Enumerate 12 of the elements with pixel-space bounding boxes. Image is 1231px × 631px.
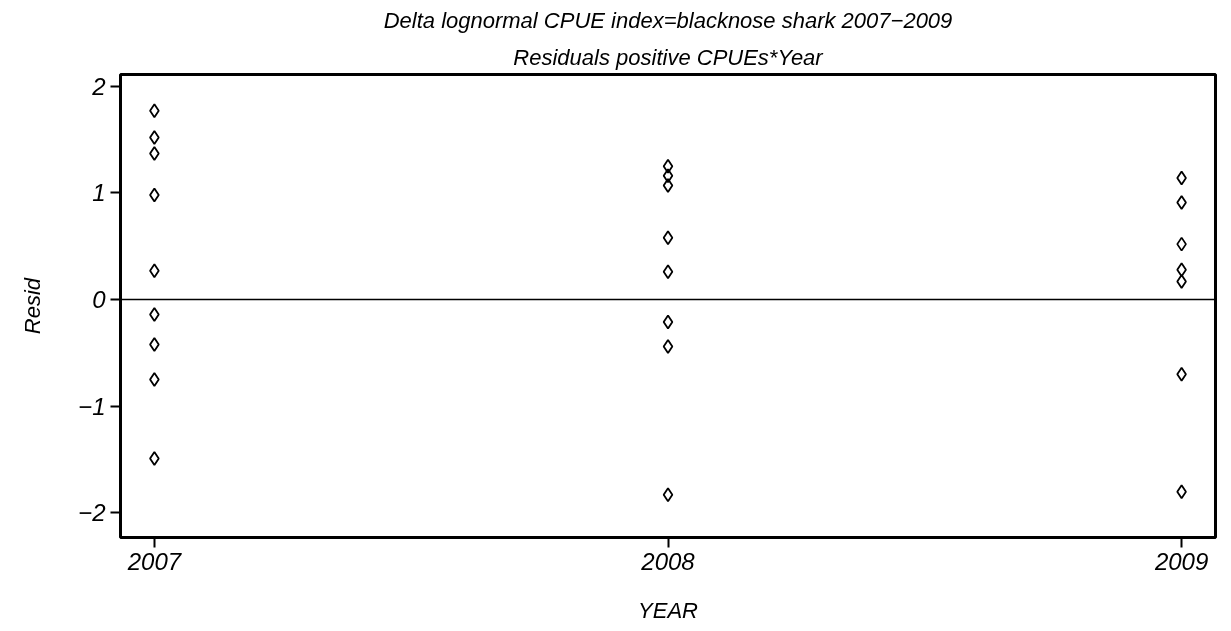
y-tick-label: −2 [78, 499, 106, 527]
y-tick-label: 2 [91, 72, 106, 100]
x-tick-label: 2009 [1153, 547, 1209, 575]
y-axis-title: Resid [20, 277, 46, 335]
x-tick-label: 2008 [640, 547, 696, 575]
y-tick-label: −1 [78, 392, 106, 420]
chart-subtitle: Residuals positive CPUEs*Year [513, 44, 825, 70]
x-tick-label: 2007 [126, 547, 183, 575]
chart-title: Delta lognormal CPUE index=blacknose shark 2007−2009 [383, 7, 953, 33]
x-axis-title: YEAR [638, 597, 699, 623]
y-tick-label: 0 [92, 286, 107, 314]
y-tick-label: 1 [92, 179, 106, 207]
